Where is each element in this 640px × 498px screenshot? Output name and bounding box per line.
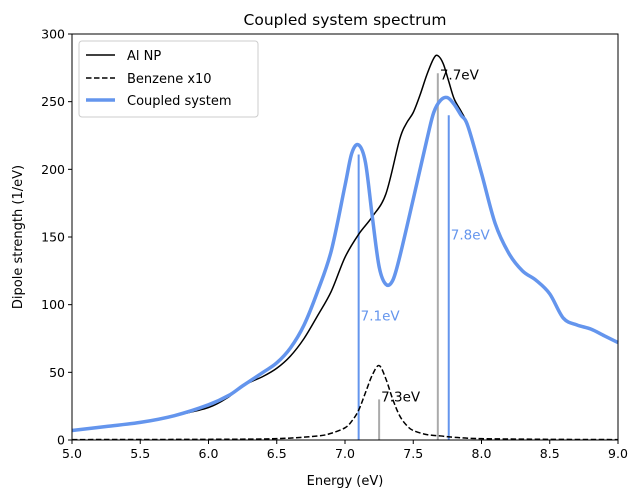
stick-label: 7.7eV <box>440 68 480 84</box>
y-axis: 0 50 100 150 200 250 300 <box>41 27 72 448</box>
y-tick-label: 300 <box>41 27 65 42</box>
stick-label: 7.8eV <box>451 227 491 243</box>
x-tick-label: 7.5 <box>403 446 423 461</box>
y-tick-label: 50 <box>49 365 65 380</box>
y-axis-label: Dipole strength (1/eV) <box>11 165 26 309</box>
x-axis: 5.0 5.5 6.0 6.5 7.0 7.5 8.0 8.5 9.0 <box>62 440 628 461</box>
x-tick-label: 7.0 <box>335 446 355 461</box>
x-tick-label: 9.0 <box>608 446 628 461</box>
series-line-coupled-system <box>71 95 619 433</box>
legend: Al NP Benzene x10 Coupled system <box>78 40 259 118</box>
x-tick-label: 8.0 <box>472 446 492 461</box>
series-line-benzene-x10 <box>71 364 619 441</box>
y-tick-label: 100 <box>41 297 65 312</box>
plot-area: 7.1eV 7.3eV 7.7eV 7.8eV <box>71 54 619 441</box>
legend-box <box>78 40 259 118</box>
x-tick-label: 6.5 <box>267 446 287 461</box>
x-tick-label: 8.5 <box>540 446 560 461</box>
stick-label: 7.3eV <box>381 390 421 406</box>
y-tick-label: 200 <box>41 162 65 177</box>
y-tick-label: 150 <box>41 230 65 245</box>
x-axis-label: Energy (eV) <box>307 474 384 489</box>
y-tick-label: 0 <box>57 433 65 448</box>
x-tick-label: 6.0 <box>199 446 219 461</box>
legend-label-benzene: Benzene x10 <box>127 72 212 87</box>
x-tick-label: 5.0 <box>62 446 82 461</box>
stick-label: 7.1eV <box>361 308 401 324</box>
chart-title: Coupled system spectrum <box>244 11 447 29</box>
y-tick-label: 250 <box>41 94 65 109</box>
legend-label-al-np: Al NP <box>127 49 161 64</box>
x-tick-label: 5.5 <box>130 446 150 461</box>
legend-label-coupled: Coupled system <box>127 94 232 109</box>
